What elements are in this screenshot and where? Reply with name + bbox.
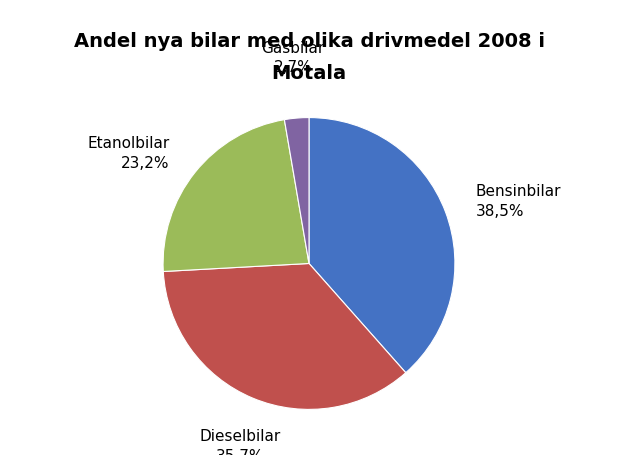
Wedge shape <box>284 118 309 264</box>
Wedge shape <box>163 121 309 272</box>
Wedge shape <box>309 118 455 373</box>
Text: Gasbilar
2,7%: Gasbilar 2,7% <box>261 40 324 75</box>
Wedge shape <box>163 264 406 410</box>
Text: Motala: Motala <box>271 64 347 83</box>
Text: Bensinbilar
38,5%: Bensinbilar 38,5% <box>475 183 561 218</box>
Text: Andel nya bilar med olika drivmedel 2008 i: Andel nya bilar med olika drivmedel 2008… <box>74 32 544 51</box>
Text: Dieselbilar
35,7%: Dieselbilar 35,7% <box>200 428 281 455</box>
Text: Etanolbilar
23,2%: Etanolbilar 23,2% <box>88 136 170 171</box>
